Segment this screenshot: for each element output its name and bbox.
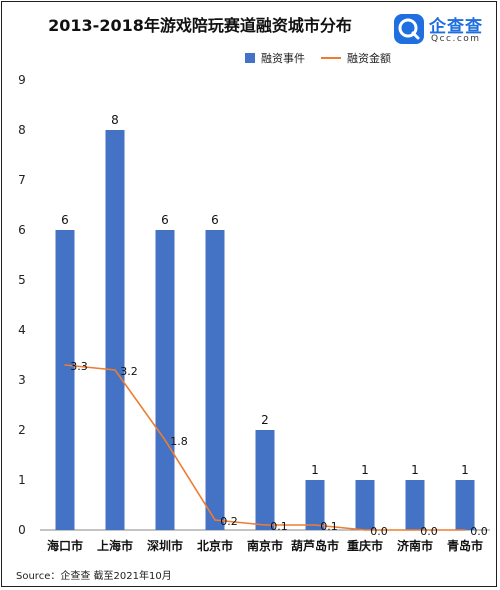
bar-3	[205, 230, 225, 530]
line-value-label-6: 0.0	[370, 525, 388, 538]
line-point-4	[264, 524, 266, 526]
bar-value-label-1: 8	[111, 113, 119, 127]
bar-value-label-7: 1	[411, 463, 419, 477]
chart-title: 2013-2018年游戏陪玩赛道融资城市分布	[48, 16, 352, 35]
bar-5	[305, 480, 325, 530]
line-value-label-2: 1.8	[170, 435, 188, 448]
line-value-label-7: 0.0	[420, 525, 438, 538]
x-tick-label-3: 北京市	[197, 538, 233, 553]
x-tick-label-4: 南京市	[247, 538, 283, 553]
line-point-6	[364, 529, 366, 531]
x-tick-label-8: 青岛市	[447, 538, 483, 553]
bar-2	[155, 230, 175, 530]
y-tick-label-1: 1	[18, 473, 26, 487]
bar-value-label-6: 1	[361, 463, 369, 477]
bar-value-label-3: 6	[211, 213, 219, 227]
y-tick-label-5: 5	[18, 273, 26, 287]
line-point-2	[164, 439, 166, 441]
bar-value-label-4: 2	[261, 413, 269, 427]
line-point-7	[414, 529, 416, 531]
legend-bar-swatch	[245, 53, 255, 63]
logo-name: 企查查	[429, 17, 483, 37]
legend-line-swatch	[321, 57, 341, 59]
y-tick-label-8: 8	[18, 123, 26, 137]
x-tick-label-0: 海口市	[47, 538, 83, 553]
brand-logo: 企查查 Qcc.com	[393, 10, 493, 50]
line-value-label-4: 0.1	[270, 520, 288, 533]
x-tick-label-2: 深圳市	[147, 538, 183, 553]
y-tick-label-9: 9	[18, 73, 26, 87]
y-tick-label-4: 4	[18, 323, 26, 337]
y-tick-label-0: 0	[18, 523, 26, 537]
bar-7	[405, 480, 425, 530]
line-value-label-1: 3.2	[120, 365, 138, 378]
line-point-1	[114, 369, 116, 371]
y-tick-label-7: 7	[18, 173, 26, 187]
line-value-label-3: 0.2	[220, 515, 238, 528]
bar-0	[55, 230, 75, 530]
source-note: Source：企查查 截至2021年10月	[16, 571, 172, 582]
bar-value-label-0: 6	[61, 213, 69, 227]
line-point-5	[314, 524, 316, 526]
logo-subtext: Qcc.com	[431, 34, 481, 44]
line-point-3	[214, 519, 216, 521]
line-point-0	[64, 364, 66, 366]
bar-value-label-2: 6	[161, 213, 169, 227]
y-tick-label-3: 3	[18, 373, 26, 387]
y-tick-label-2: 2	[18, 423, 26, 437]
x-tick-label-7: 济南市	[397, 538, 433, 553]
x-tick-label-5: 葫芦岛市	[291, 538, 339, 553]
legend-bar-label: 融资事件	[261, 52, 305, 65]
line-point-8	[464, 529, 466, 531]
legend: 融资事件 融资金额	[245, 50, 391, 66]
bar-6	[355, 480, 375, 530]
bar-8	[455, 480, 475, 530]
line-value-label-0: 3.3	[70, 360, 88, 373]
x-tick-label-1: 上海市	[97, 538, 133, 553]
legend-line-label: 融资金额	[347, 52, 391, 65]
y-tick-label-6: 6	[18, 223, 26, 237]
bar-value-label-5: 1	[311, 463, 319, 477]
x-tick-label-6: 重庆市	[347, 538, 383, 553]
qcc-logo-icon	[394, 14, 424, 44]
line-value-label-8: 0.0	[470, 525, 488, 538]
bar-4	[255, 430, 275, 530]
bar-1	[105, 130, 125, 530]
line-value-label-5: 0.1	[320, 520, 338, 533]
bar-value-label-8: 1	[461, 463, 469, 477]
